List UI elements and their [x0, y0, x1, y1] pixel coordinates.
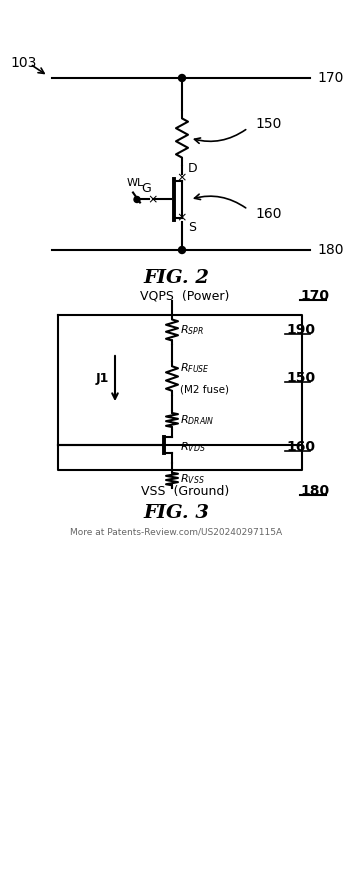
Text: WL: WL: [126, 178, 144, 188]
Circle shape: [179, 247, 185, 253]
Text: FIG. 3: FIG. 3: [143, 504, 209, 522]
Text: $R_{FUSE}$: $R_{FUSE}$: [180, 361, 210, 375]
Text: (M2 fuse): (M2 fuse): [180, 385, 229, 395]
Text: $R_{VDS}$: $R_{VDS}$: [180, 440, 206, 454]
Text: G: G: [141, 183, 151, 195]
Text: 180: 180: [317, 243, 343, 257]
Circle shape: [179, 75, 185, 82]
Text: 170: 170: [300, 289, 329, 303]
Text: ×: ×: [148, 193, 158, 206]
Text: More at Patents-Review.com/US20240297115A: More at Patents-Review.com/US20240297115…: [70, 527, 282, 536]
Text: $R_{SPR}$: $R_{SPR}$: [180, 323, 204, 337]
Text: S: S: [188, 221, 196, 234]
Text: 190: 190: [286, 323, 315, 337]
Text: 160: 160: [255, 207, 281, 220]
Text: 150: 150: [286, 371, 315, 385]
Text: ×: ×: [177, 171, 187, 185]
Text: FIG. 2: FIG. 2: [143, 269, 209, 287]
Text: 150: 150: [255, 117, 281, 131]
Text: 160: 160: [286, 440, 315, 454]
Text: ×: ×: [177, 211, 187, 225]
Text: 103: 103: [10, 56, 36, 70]
Circle shape: [134, 196, 140, 202]
Text: D: D: [188, 162, 198, 175]
Text: $R_{VSS}$: $R_{VSS}$: [180, 472, 205, 486]
Text: VSS  (Ground): VSS (Ground): [141, 485, 229, 497]
Text: VQPS  (Power): VQPS (Power): [140, 289, 230, 303]
Text: 170: 170: [317, 71, 343, 85]
Text: 180: 180: [300, 484, 329, 498]
Text: $R_{DRAIN}$: $R_{DRAIN}$: [180, 413, 214, 427]
Text: J1: J1: [96, 372, 109, 385]
